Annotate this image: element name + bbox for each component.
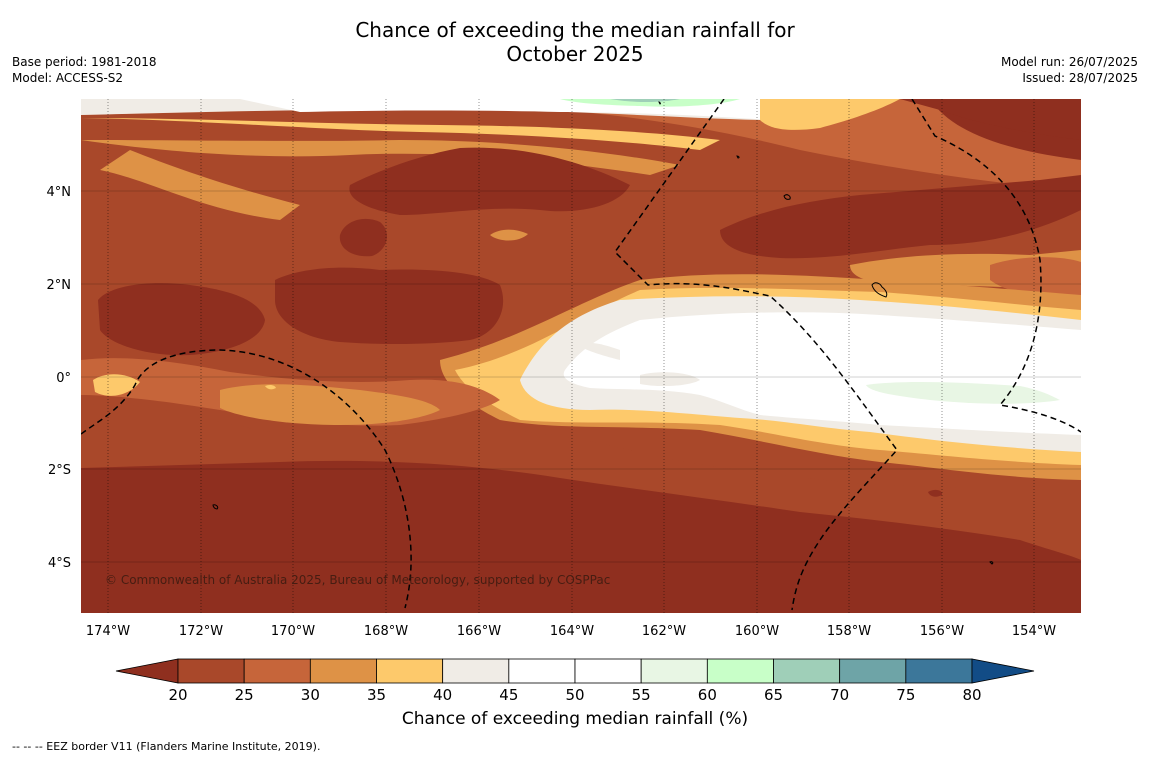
- model-run-date: Model run: 26/07/2025: [1000, 55, 1138, 69]
- issued-date: Issued: 28/07/2025: [1022, 71, 1138, 85]
- latitude-gridlines: [81, 190, 1081, 563]
- colorbar-tick-label: 45: [499, 686, 518, 704]
- colorbar-low-extension: [115, 658, 179, 684]
- colorbar-tick-label: 60: [698, 686, 717, 704]
- longitude-labels: 174°W 172°W 170°W 168°W 166°W 164°W 162°…: [86, 624, 1056, 639]
- colorbar-tick-label: 70: [830, 686, 849, 704]
- colorbar-tick-label: 65: [764, 686, 783, 704]
- colorbar-segments: [177, 658, 973, 684]
- colorbar-title: Chance of exceeding median rainfall (%): [401, 709, 749, 729]
- colorbar-segment: [706, 658, 774, 684]
- title-line-2: October 2025: [506, 42, 644, 66]
- map-title: Chance of exceeding the median rainfall …: [0, 18, 1150, 66]
- colorbar-tick-label: 80: [962, 686, 981, 704]
- lat-label: 2°S: [48, 463, 71, 478]
- colorbar-tick-label: 30: [301, 686, 320, 704]
- title-line-1: Chance of exceeding the median rainfall …: [355, 18, 795, 42]
- base-period: Base period: 1981-2018: [12, 55, 157, 69]
- lat-label: 2°N: [47, 278, 72, 293]
- lon-label: 170°W: [271, 624, 315, 639]
- colorbar-segment: [243, 658, 311, 684]
- lat-label: 4°S: [48, 556, 71, 571]
- colorbar-tick-labels: 20 25 30 35 40 45 50 55 60 65 70 75 80: [168, 686, 981, 704]
- colorbar-high-extension: [971, 658, 1035, 684]
- colorbar: 20 25 30 35 40 45 50 55 60 65 70 75 80: [115, 658, 1035, 704]
- lat-label: 0°: [56, 371, 71, 386]
- lon-label: 166°W: [457, 624, 501, 639]
- colorbar-tick-label: 40: [433, 686, 452, 704]
- colorbar-segment: [376, 658, 444, 684]
- colorbar-segment: [773, 658, 841, 684]
- eez-borders: [81, 99, 1081, 611]
- lat-label: 4°N: [47, 185, 72, 200]
- colorbar-tick-label: 50: [565, 686, 584, 704]
- lon-label: 162°W: [642, 624, 686, 639]
- rainfall-probability-field: [81, 99, 1081, 613]
- lon-label: 160°W: [735, 624, 779, 639]
- latitude-labels: 4°N 2°N 0° 2°S 4°S: [47, 185, 72, 571]
- run-info: Model run: 26/07/2025 Issued: 28/07/2025: [1001, 54, 1138, 86]
- colorbar-segment: [839, 658, 907, 684]
- islands: [212, 101, 994, 565]
- colorbar-segment: [574, 658, 642, 684]
- colorbar-segment: [177, 658, 245, 684]
- colorbar-segment: [309, 658, 377, 684]
- lon-label: 158°W: [827, 624, 871, 639]
- colorbar-segment: [640, 658, 708, 684]
- colorbar-segment: [905, 658, 973, 684]
- lon-label: 154°W: [1012, 624, 1056, 639]
- copyright-notice: © Commonwealth of Australia 2025, Bureau…: [105, 573, 610, 587]
- lon-label: 172°W: [179, 624, 223, 639]
- colorbar-tick-label: 75: [896, 686, 915, 704]
- lon-label: 174°W: [86, 624, 130, 639]
- colorbar-segment: [442, 658, 510, 684]
- lon-label: 168°W: [364, 624, 408, 639]
- model-info: Base period: 1981-2018 Model: ACCESS-S2: [12, 54, 157, 86]
- colorbar-tick-label: 35: [367, 686, 386, 704]
- lon-label: 156°W: [920, 624, 964, 639]
- colorbar-tick-label: 55: [632, 686, 651, 704]
- colorbar-tick-label: 25: [235, 686, 254, 704]
- eez-footnote: -- -- -- EEZ border V11 (Flanders Marine…: [12, 740, 321, 753]
- model-name: Model: ACCESS-S2: [12, 71, 124, 85]
- lon-label: 164°W: [550, 624, 594, 639]
- colorbar-tick-label: 20: [168, 686, 187, 704]
- colorbar-segment: [508, 658, 576, 684]
